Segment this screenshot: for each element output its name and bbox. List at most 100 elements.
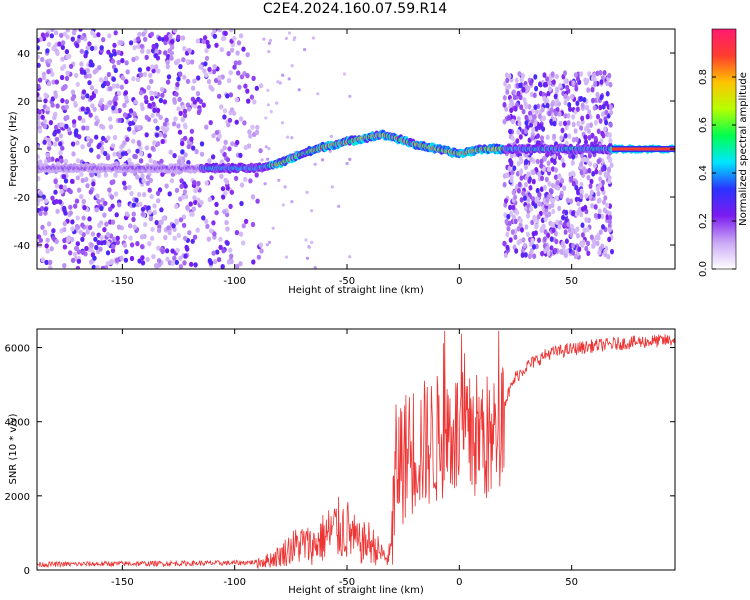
spectrogram-cell — [77, 115, 83, 121]
spectrogram-cell — [152, 107, 157, 113]
spectrogram-cell — [513, 218, 518, 225]
spectrogram-cell — [597, 197, 602, 204]
spectrogram-cell — [63, 210, 68, 216]
spectrogram-cell — [546, 160, 551, 166]
spectrogram-cell — [79, 48, 85, 54]
spectrogram-cell — [586, 240, 590, 247]
snr-ytick-label: 4000 — [5, 418, 30, 429]
colorbar-tick-label: 0.2 — [698, 213, 709, 229]
spectrogram-cell — [516, 160, 521, 167]
spectrogram-cell — [528, 80, 533, 86]
spectrogram-cell — [605, 91, 610, 97]
spectrogram-cell — [183, 253, 188, 259]
spectrogram-cell — [248, 178, 253, 184]
spectrogram-cell — [516, 239, 521, 246]
spectrogram-cell — [554, 73, 559, 80]
spectrogram-cell — [113, 67, 119, 74]
spectrogram-cell — [119, 40, 124, 46]
spectrogram-cell — [267, 240, 272, 244]
spectrogram-cell — [117, 108, 122, 114]
spectrogram-cell — [510, 169, 515, 176]
spectrogram-cell — [584, 139, 588, 145]
spectrogram-cell — [223, 30, 228, 36]
spectrogram-cell — [227, 117, 233, 123]
spectrogram-cell — [598, 70, 603, 76]
spectrogram-cell — [290, 136, 294, 140]
spectrogram-cell — [226, 259, 232, 265]
spectrogram-cell — [124, 95, 129, 101]
spectrogram-cell — [550, 101, 555, 108]
spectrogram-cell — [133, 117, 138, 123]
spectrogram-cell — [235, 263, 240, 269]
spectrogram-cell — [214, 201, 219, 207]
colorbar-tick-label: 0.6 — [698, 117, 709, 133]
spectrogram-cell — [211, 69, 217, 75]
spectrogram-cell — [145, 180, 150, 186]
spectrogram-cell — [579, 161, 584, 168]
spectrogram-cell — [177, 96, 182, 102]
spectrogram-cell — [196, 109, 202, 115]
spectrogram-cell — [108, 100, 113, 106]
spectrogram-cell — [74, 198, 80, 204]
spectrogram-cell — [106, 135, 111, 141]
spectrogram-cell — [337, 204, 341, 208]
spectrogram-cell — [584, 193, 589, 199]
spectrogram-cell — [542, 82, 547, 88]
spectrogram-cell — [37, 128, 43, 134]
spectrogram-cell — [59, 188, 64, 195]
spectrogram-cell — [143, 36, 148, 42]
spectrogram-cell — [228, 247, 233, 253]
spectrogram-cell — [64, 104, 70, 110]
spectrogram-cell — [571, 228, 576, 234]
spectrogram-cell — [603, 195, 608, 201]
spectrogram-cell — [94, 134, 99, 140]
spectrogram-cell — [228, 70, 233, 76]
spectrogram-cell — [148, 177, 153, 183]
spectrogram-cell — [58, 150, 63, 156]
spectrogram-cell — [138, 158, 144, 164]
spectrogram-cell — [590, 203, 595, 209]
spectrogram-cell — [180, 149, 185, 155]
spectrogram-cell — [90, 30, 95, 36]
spectrogram-cell — [304, 238, 308, 242]
spectrogram-cell — [208, 260, 214, 266]
colorbar-ticks: 0.0 0.2 0.4 0.6 0.8 — [698, 69, 736, 277]
spectrogram-cell — [589, 178, 594, 185]
spectrogram-cell — [160, 138, 165, 145]
spectrogram-cell — [297, 88, 301, 92]
spectrogram-cell — [591, 171, 596, 177]
spectrogram-cell — [180, 35, 186, 41]
spectrogram-cell — [195, 38, 201, 44]
spectrogram-cell — [533, 104, 538, 110]
spectrogram-cell — [264, 145, 268, 149]
spectrogram-cell — [193, 262, 198, 268]
spectrogram-cell — [579, 125, 584, 131]
spectrogram-cell — [217, 133, 222, 139]
spectrogram-cell — [123, 185, 128, 191]
spectrogram-cell — [210, 154, 216, 160]
spectrogram-cell — [164, 248, 170, 254]
spectrogram-cell — [225, 185, 230, 191]
spectrogram-cell — [195, 91, 201, 97]
spectrogram-cell — [311, 36, 315, 40]
spectrogram-cell — [122, 102, 127, 108]
spectrogram-cell — [148, 216, 154, 222]
spectrogram-cell — [563, 93, 568, 99]
spectrogram-cell — [122, 242, 128, 248]
spectrogram-cell — [554, 167, 558, 173]
spectrogram-cell — [165, 59, 170, 65]
spectrogram-cell — [167, 191, 172, 197]
spectrogram-cell — [131, 216, 136, 223]
spectrogram-cell — [114, 108, 119, 114]
spectrogram-cell — [217, 29, 222, 33]
spectrogram-cell — [521, 190, 526, 196]
spectrogram-cell — [182, 46, 187, 52]
spectrogram-cell — [201, 215, 206, 221]
spectrogram-cell — [556, 185, 561, 191]
spectrogram-cell — [504, 198, 508, 204]
spectrogram-cell — [87, 216, 92, 222]
spectrogram-cell — [571, 180, 576, 187]
spectrogram-cell — [49, 246, 54, 252]
spectrogram-cell — [37, 120, 41, 126]
spectrogram-cell — [566, 113, 571, 119]
